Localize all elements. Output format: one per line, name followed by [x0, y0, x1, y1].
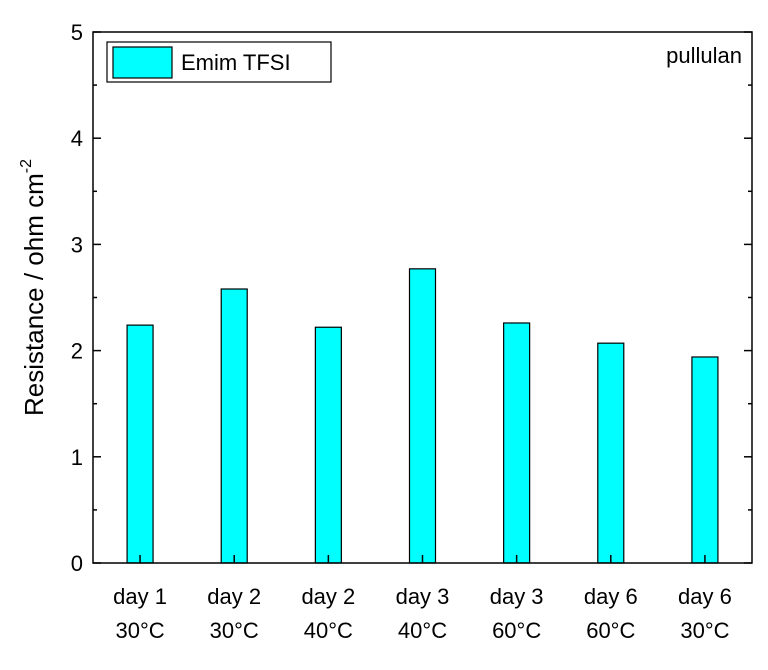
x-category-label: 30°C: [210, 618, 259, 643]
bar: [408, 268, 437, 564]
x-category-label: 60°C: [586, 618, 635, 643]
bar: [314, 326, 342, 564]
bar: [503, 322, 531, 564]
y-tick-label: 0: [71, 551, 83, 576]
x-axis-ticks: [139, 555, 706, 563]
x-category-label: 40°C: [304, 618, 353, 643]
y-tick-label: 2: [71, 339, 83, 364]
category-labels: day 1 30°C day 2 30°C day 2 40°C day 3 40°C day …: [113, 584, 732, 643]
y-axis-label-text: Resistance / ohm cm: [19, 173, 49, 416]
y-axis-ticks: 0 1 2 3 4 5: [71, 20, 752, 576]
legend-label: Emim TFSI: [181, 50, 291, 75]
x-category-label: 30°C: [680, 618, 729, 643]
y-axis-label: Resistance / ohm cm-2: [18, 159, 49, 416]
x-category-label: 60°C: [492, 618, 541, 643]
y-tick-label: 4: [71, 126, 83, 151]
annotation-label: pullulan: [666, 43, 742, 68]
y-tick-label: 3: [71, 232, 83, 257]
bar: [597, 342, 625, 564]
y-tick-label: 1: [71, 445, 83, 470]
bar: [126, 324, 154, 564]
x-category-label: 30°C: [115, 618, 164, 643]
y-axis-label-superscript: -2: [18, 159, 35, 173]
x-category-label: day 3: [490, 584, 544, 609]
x-category-label: day 6: [584, 584, 638, 609]
x-category-label: day 6: [678, 584, 732, 609]
bar: [220, 288, 248, 564]
bar: [691, 356, 719, 564]
y-tick-label: 5: [71, 20, 83, 45]
x-category-label: 40°C: [398, 618, 447, 643]
x-category-label: day 2: [207, 584, 261, 609]
legend: Emim TFSI: [106, 41, 332, 83]
x-category-label: day 2: [301, 584, 355, 609]
bars-group: [126, 268, 719, 564]
x-category-label: day 1: [113, 584, 167, 609]
legend-swatch: [112, 46, 173, 79]
x-category-label: day 3: [396, 584, 450, 609]
